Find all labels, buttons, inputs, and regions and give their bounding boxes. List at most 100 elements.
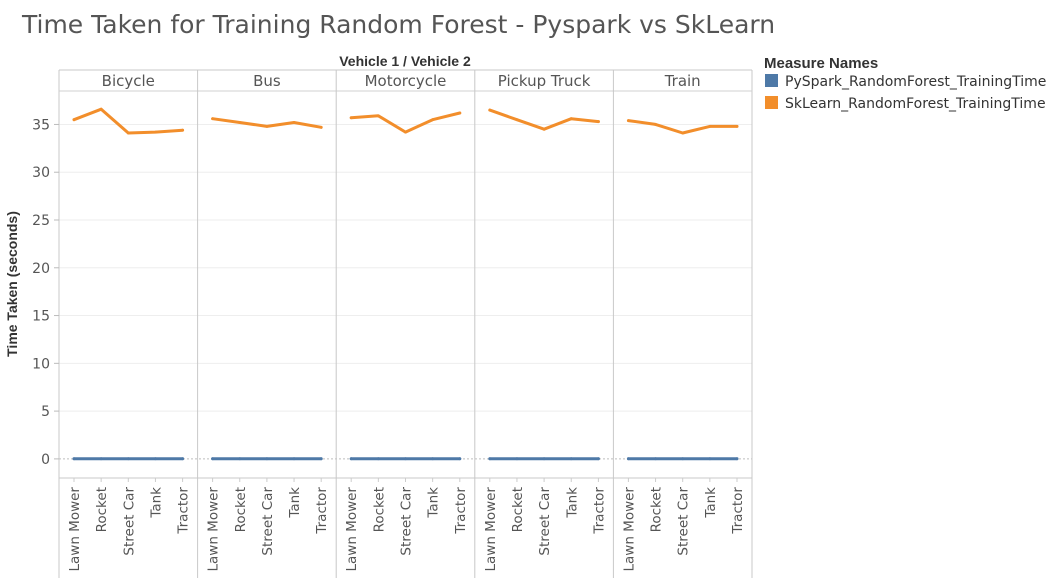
legend-swatch — [765, 74, 778, 87]
data-point — [376, 457, 380, 461]
x-tick-label: Rocket — [94, 487, 110, 532]
data-point — [126, 457, 130, 461]
data-point — [154, 130, 157, 134]
x-tick-label: Tractor — [176, 487, 192, 535]
data-point — [569, 457, 573, 461]
x-tick-label: Tank — [287, 487, 303, 519]
data-point — [72, 457, 76, 461]
x-tick-label: Lawn Mower — [344, 487, 360, 572]
legend-title: Measure Names — [764, 55, 878, 72]
data-point — [627, 119, 630, 123]
data-point — [404, 130, 407, 134]
data-point — [488, 457, 492, 461]
data-point — [349, 116, 353, 120]
panel-label: Train — [664, 72, 701, 90]
y-tick-label: 15 — [32, 309, 50, 325]
data-point — [181, 128, 185, 132]
data-point — [735, 457, 739, 461]
data-point — [654, 123, 657, 126]
data-point — [431, 457, 435, 461]
panel-label: Motorcycle — [365, 72, 447, 90]
data-point — [99, 107, 103, 111]
data-point — [708, 124, 712, 128]
x-tick-label: Lawn Mower — [621, 487, 637, 572]
y-tick-label: 30 — [32, 165, 50, 181]
x-tick-label: Tank — [703, 487, 719, 519]
x-tick-label: Tank — [426, 487, 442, 519]
series-line-sklearn — [349, 111, 462, 134]
data-point — [265, 124, 269, 128]
data-point — [431, 118, 435, 122]
data-point — [542, 457, 546, 461]
y-tick-label: 20 — [32, 261, 50, 277]
column-header: Vehicle 1 / Vehicle 2 — [339, 53, 471, 69]
data-point — [292, 121, 296, 124]
x-tick-label: Lawn Mower — [206, 487, 222, 572]
data-point — [265, 457, 269, 461]
y-tick-label: 0 — [41, 452, 50, 468]
data-point — [126, 131, 130, 135]
data-point — [542, 127, 546, 131]
data-point — [488, 108, 492, 112]
data-point — [735, 124, 739, 128]
x-tick-label: Lawn Mower — [67, 487, 83, 572]
series-line-sklearn — [488, 108, 600, 131]
data-point — [681, 457, 685, 461]
x-tick-label: Tank — [564, 487, 580, 519]
data-point — [681, 131, 685, 135]
panel-label: Bicycle — [102, 72, 155, 90]
series-line-sklearn — [626, 119, 739, 135]
legend-entry: SkLearn_RandomForest_TrainingTime — [785, 96, 1046, 112]
data-point — [154, 457, 157, 461]
x-tick-label: Street Car — [260, 487, 276, 556]
y-tick-label: 25 — [32, 213, 50, 229]
legend: Measure Names PySpark_RandomForest_Train… — [764, 55, 1046, 112]
data-point — [515, 118, 519, 122]
x-tick-label: Tractor — [453, 487, 469, 535]
data-point — [654, 457, 657, 461]
data-point — [569, 117, 573, 121]
data-point — [515, 457, 519, 461]
data-point — [238, 121, 242, 124]
x-tick-label: Tractor — [730, 487, 746, 535]
data-point — [404, 457, 407, 461]
legend-entry: PySpark_RandomForest_TrainingTime — [785, 74, 1046, 90]
data-point — [72, 118, 76, 122]
data-point — [349, 457, 353, 461]
y-tick-label: 35 — [32, 117, 50, 133]
data-point — [211, 117, 215, 121]
y-axis: 0 5 10 15 20 25 30 35 — [32, 117, 59, 468]
panel-label: Bus — [253, 72, 281, 90]
data-point — [458, 111, 462, 115]
chart-title: Time Taken for Training Random Forest - … — [21, 10, 775, 39]
data-point — [99, 457, 103, 461]
x-tick-label: Rocket — [510, 487, 526, 532]
data-point — [211, 457, 215, 461]
series-line-sklearn — [72, 107, 185, 135]
data-point — [597, 120, 600, 123]
x-tick-label: Street Car — [121, 487, 137, 556]
data-point — [292, 457, 296, 461]
y-tick-label: 10 — [32, 356, 50, 372]
data-point — [627, 457, 630, 461]
x-tick-label: Lawn Mower — [483, 487, 499, 572]
data-point — [319, 125, 323, 129]
data-point — [458, 457, 462, 461]
data-point — [597, 457, 600, 461]
data-point — [708, 457, 712, 461]
x-tick-label: Tractor — [591, 487, 607, 535]
x-tick-label: Tractor — [314, 487, 330, 535]
panels-layer: Bicycle Lawn Mower Rocket Street Car Tank Tra… — [58, 69, 753, 578]
x-tick-label: Rocket — [371, 487, 387, 532]
x-tick-label: Street Car — [399, 487, 415, 556]
y-tick-label: 5 — [41, 404, 50, 420]
y-axis-label: Time Taken (seconds) — [4, 211, 20, 357]
data-point — [376, 114, 380, 118]
x-tick-label: Rocket — [649, 487, 665, 532]
legend-swatch — [765, 96, 778, 109]
x-tick-label: Rocket — [233, 487, 249, 532]
x-tick-label: Street Car — [676, 487, 692, 556]
x-tick-label: Street Car — [537, 487, 553, 556]
data-point — [238, 457, 242, 461]
